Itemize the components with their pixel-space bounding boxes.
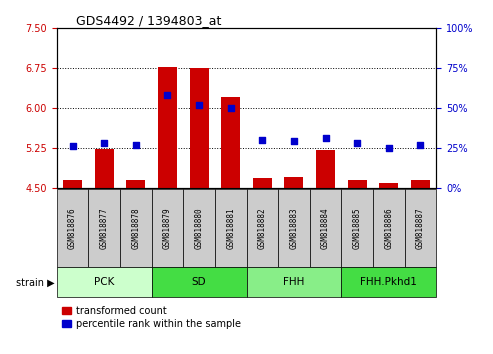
- Point: [290, 138, 298, 144]
- Bar: [126, 180, 145, 188]
- Bar: [411, 180, 430, 188]
- Bar: [246, 267, 341, 297]
- Bar: [120, 189, 152, 267]
- Point: [258, 137, 266, 143]
- Point: [385, 145, 393, 151]
- Point: [417, 142, 424, 147]
- Text: GSM818882: GSM818882: [258, 207, 267, 249]
- Bar: [310, 189, 341, 267]
- Text: PCK: PCK: [94, 277, 114, 287]
- Text: GSM818879: GSM818879: [163, 207, 172, 249]
- Bar: [88, 189, 120, 267]
- Bar: [215, 189, 246, 267]
- Point: [353, 140, 361, 146]
- Text: GDS4492 / 1394803_at: GDS4492 / 1394803_at: [76, 14, 221, 27]
- Bar: [57, 267, 152, 297]
- Point: [69, 143, 76, 149]
- Bar: [380, 183, 398, 188]
- Text: GSM818877: GSM818877: [100, 207, 108, 249]
- Bar: [246, 189, 278, 267]
- Text: GSM818883: GSM818883: [289, 207, 298, 249]
- Bar: [253, 178, 272, 188]
- Text: GSM818878: GSM818878: [131, 207, 141, 249]
- Bar: [189, 68, 209, 188]
- Bar: [63, 180, 82, 188]
- Bar: [373, 189, 405, 267]
- Bar: [316, 150, 335, 188]
- Bar: [57, 189, 88, 267]
- Text: GSM818876: GSM818876: [68, 207, 77, 249]
- Bar: [405, 189, 436, 267]
- Legend: transformed count, percentile rank within the sample: transformed count, percentile rank withi…: [62, 306, 241, 329]
- Point: [132, 142, 140, 147]
- Bar: [284, 177, 304, 188]
- Bar: [341, 189, 373, 267]
- Bar: [348, 180, 367, 188]
- Text: GSM818884: GSM818884: [321, 207, 330, 249]
- Text: SD: SD: [192, 277, 207, 287]
- Point: [100, 140, 108, 146]
- Text: GSM818886: GSM818886: [385, 207, 393, 249]
- Bar: [278, 189, 310, 267]
- Bar: [95, 149, 113, 188]
- Point: [164, 92, 172, 98]
- Text: FHH: FHH: [283, 277, 305, 287]
- Point: [227, 105, 235, 111]
- Text: strain ▶: strain ▶: [16, 277, 54, 287]
- Bar: [152, 267, 246, 297]
- Text: GSM818881: GSM818881: [226, 207, 235, 249]
- Text: GSM818880: GSM818880: [195, 207, 204, 249]
- Bar: [158, 67, 177, 188]
- Bar: [183, 189, 215, 267]
- Point: [321, 136, 329, 141]
- Text: FHH.Pkhd1: FHH.Pkhd1: [360, 277, 417, 287]
- Bar: [152, 189, 183, 267]
- Bar: [221, 97, 240, 188]
- Bar: [341, 267, 436, 297]
- Text: GSM818887: GSM818887: [416, 207, 425, 249]
- Point: [195, 102, 203, 108]
- Text: GSM818885: GSM818885: [352, 207, 362, 249]
